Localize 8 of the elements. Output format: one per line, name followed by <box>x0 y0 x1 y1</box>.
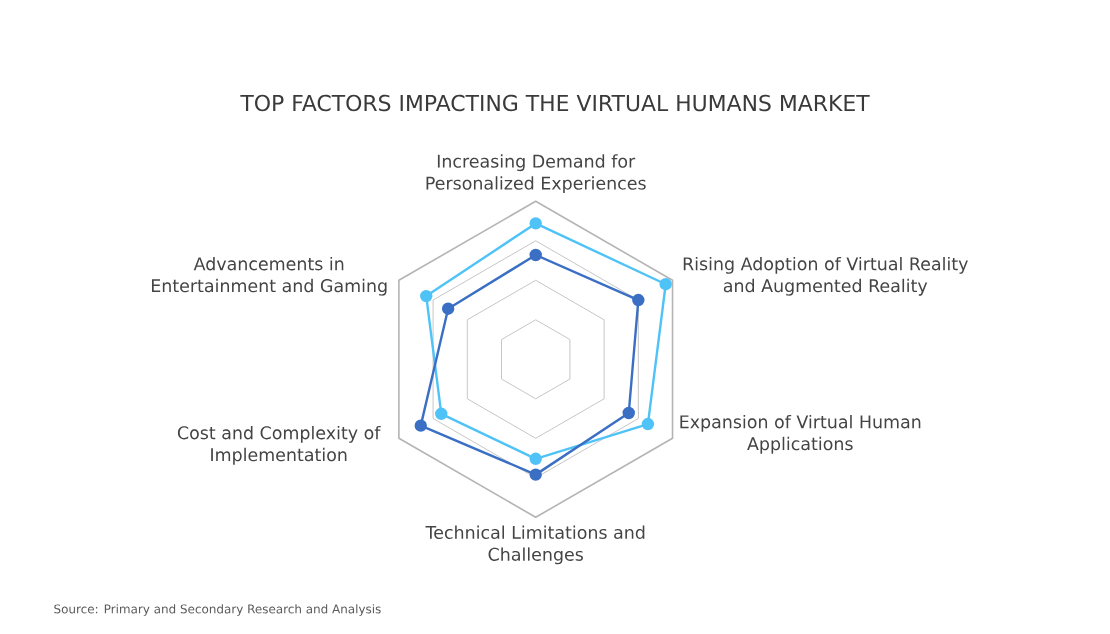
chart-title: TOP FACTORS IMPACTING THE VIRTUAL HUMANS MARKET <box>240 94 870 112</box>
spoke-label: Increasing Demand for Personalized Experiences <box>426 154 646 194</box>
spoke-label: Expansion of Virtual Human Applications <box>680 414 921 454</box>
spoke-label: Cost and Complexity of Implementation <box>177 425 381 465</box>
spoke-label: Advancements in Entertainment and Gaming <box>151 256 387 296</box>
source-note: Source: Primary and Secondary Research and Analysis <box>54 604 381 616</box>
spoke-label: Technical Limitations and Challenges <box>425 525 645 565</box>
spoke-label: Rising Adoption of Virtual Reality and Augmented Reality <box>683 256 968 296</box>
